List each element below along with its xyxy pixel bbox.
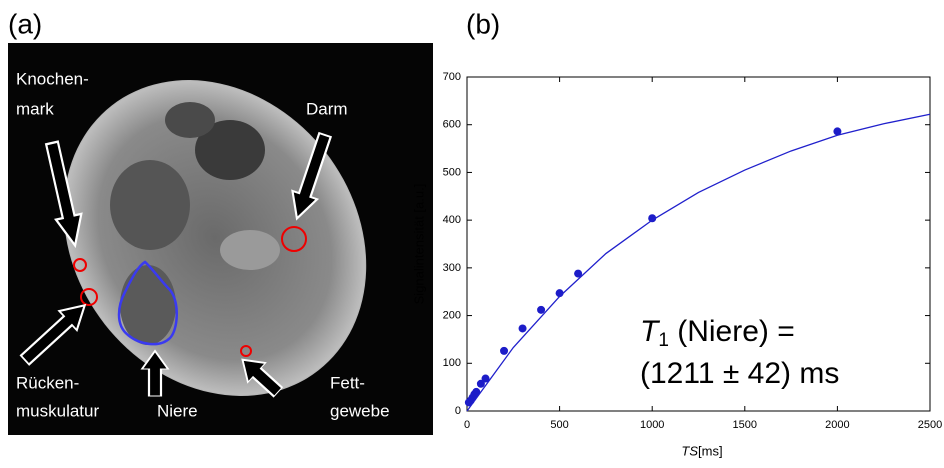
data-point (500, 346, 509, 355)
annotation: mark (16, 99, 54, 118)
y-tick-label: 0 (455, 405, 461, 417)
annotation: Darm (306, 99, 348, 118)
annotation: gewebe (330, 401, 390, 420)
annotation: (Niere) = (669, 315, 795, 348)
data-point (537, 305, 546, 314)
x-tick-label: 2500 (918, 419, 942, 431)
annotation: (1211 ± 42) ms (640, 357, 839, 390)
x-tick-label: 500 (550, 419, 568, 431)
data-point (476, 379, 485, 388)
annotation: T (640, 315, 661, 348)
data-point (472, 387, 481, 396)
y-tick-label: 500 (443, 166, 461, 178)
arrows (19, 131, 333, 398)
data-point (833, 127, 842, 136)
x-tick-label: 0 (464, 419, 470, 431)
y-tick-label: 100 (443, 357, 461, 369)
data-point (574, 269, 583, 278)
y-tick-label: 600 (443, 119, 461, 131)
annotation: Fett- (330, 373, 365, 392)
panel-label: (b) (466, 8, 500, 39)
annotation: Niere (157, 401, 198, 420)
plot-frame (466, 76, 931, 412)
mri-image (8, 43, 433, 435)
markers (73, 226, 307, 357)
y-tick-label: 700 (443, 71, 461, 83)
y-axis-label: Signalintensität [a.u.] (411, 184, 426, 305)
y-tick-label: 300 (443, 262, 461, 274)
fit-line (466, 113, 931, 412)
panel-label: (a) (8, 8, 42, 39)
annotation: T1 (Niere) = (640, 315, 795, 351)
x-axis-label: [ms] (698, 443, 723, 458)
annotation: Rücken- (16, 373, 79, 392)
annotation: 1 (658, 330, 669, 351)
x-tick-label: 1000 (640, 419, 664, 431)
x-tick-label: 2000 (825, 419, 849, 431)
data-point (518, 324, 527, 333)
x-axis-label: TS (681, 443, 698, 458)
data-point (648, 214, 657, 223)
annotation: muskulatur (16, 401, 99, 420)
x-tick-label: 1500 (733, 419, 757, 431)
y-tick-label: 200 (443, 309, 461, 321)
annotation: Knochen- (16, 69, 89, 88)
data-point (481, 374, 490, 383)
y-tick-label: 400 (443, 214, 461, 226)
